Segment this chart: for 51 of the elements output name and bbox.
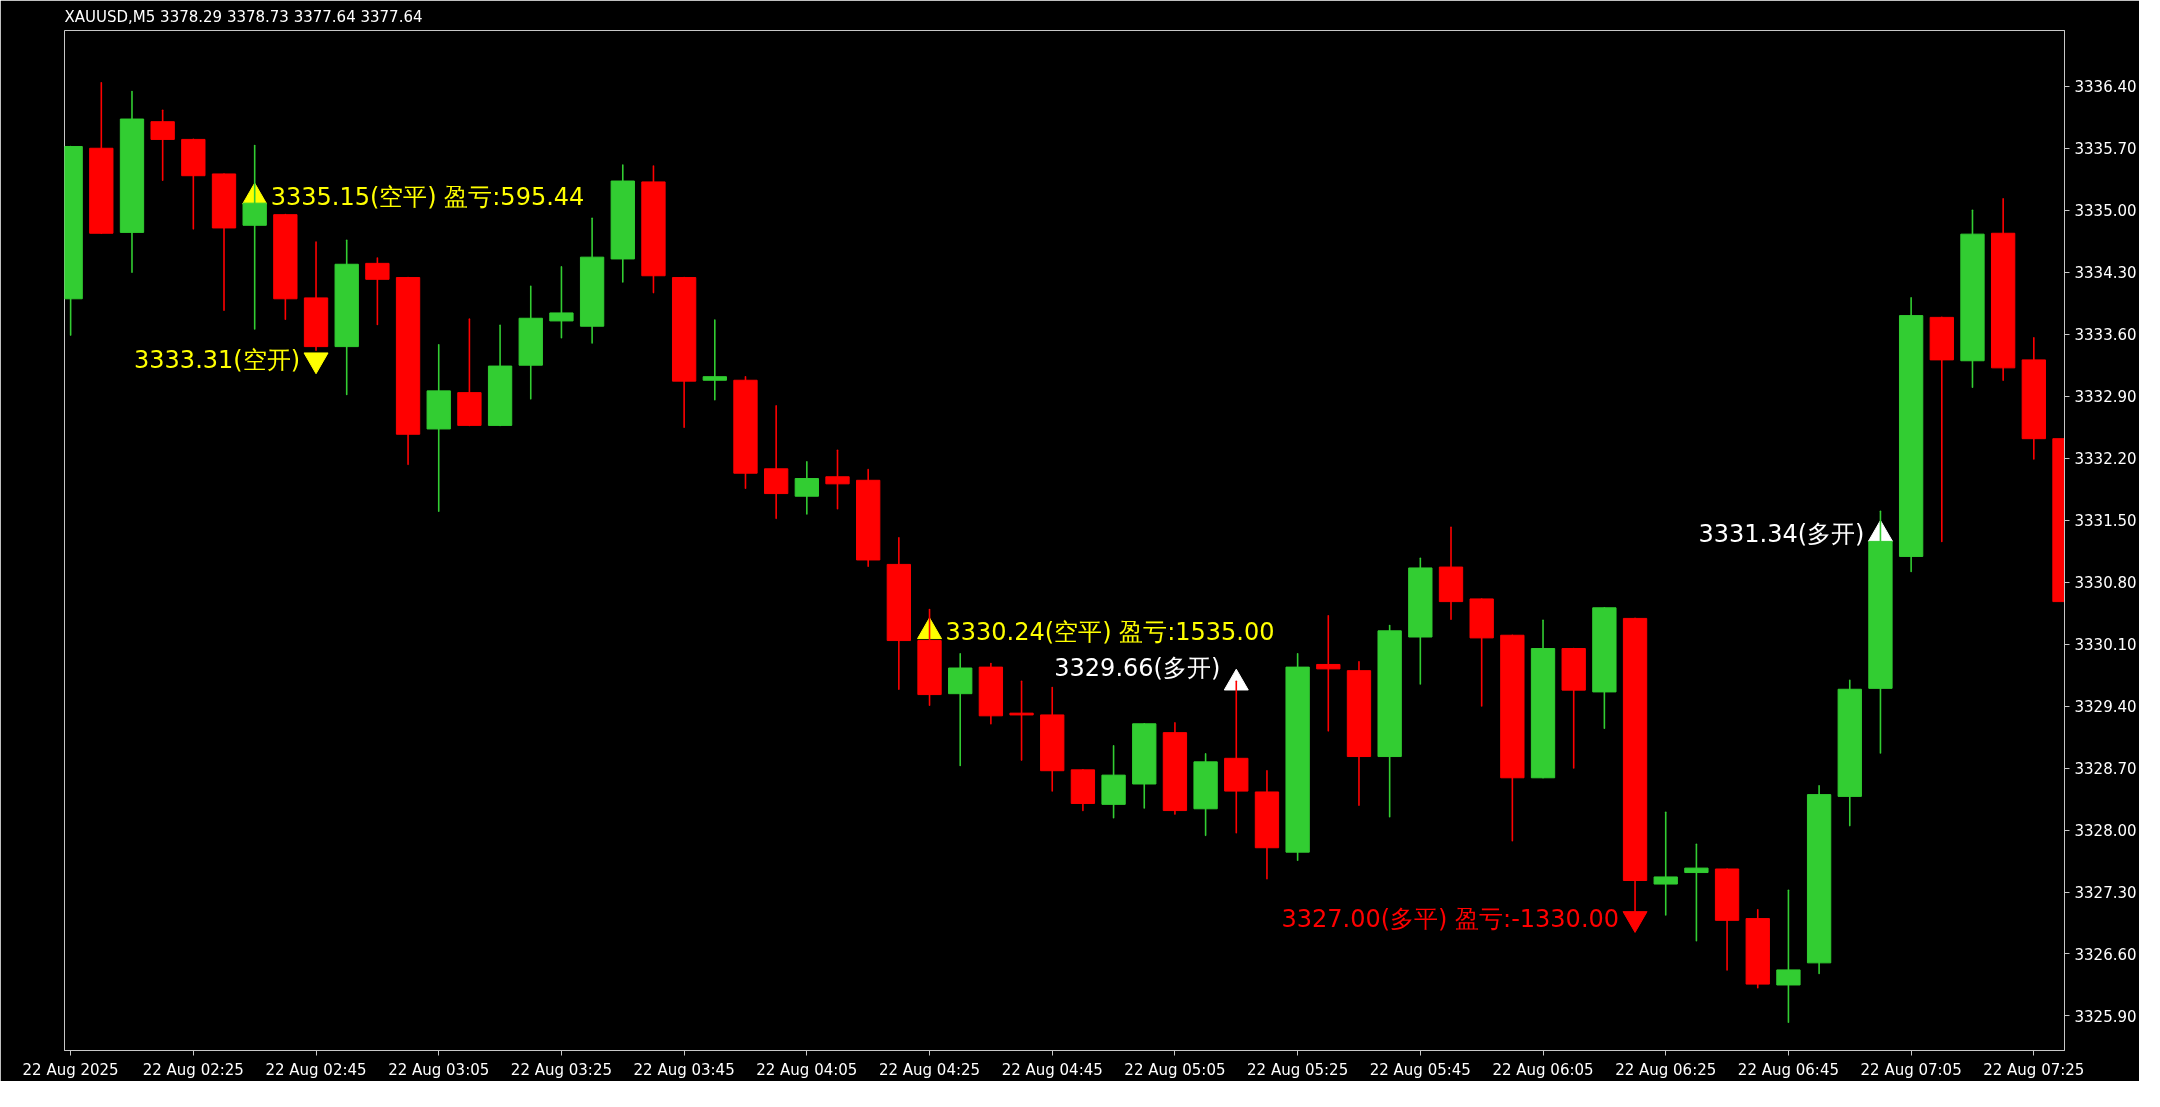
y-tick-label: 3328.00 [2074,822,2137,841]
y-tick-label: 3336.40 [2074,78,2137,97]
x-tick-label: 22 Aug 05:45 [1369,1060,1471,1079]
y-tick-label: 3335.00 [2074,202,2137,221]
x-tick-label: 22 Aug 02:25 [142,1060,244,1079]
candlestick [1684,843,1709,942]
data-label: 3331.34(多开) [1698,520,1865,549]
x-tick-label: 22 Aug 04:05 [756,1060,858,1079]
candlestick [150,109,175,181]
data-label: 3330.24(空平) 盈亏:1535.00 [945,617,1275,646]
chart-title: XAUUSD,M5 3378.29 3378.73 3377.64 3377.64 [64,7,423,26]
candlestick [1653,811,1678,916]
x-tick-label: 22 Aug 2025 [22,1060,119,1079]
candlestick [1316,614,1341,732]
y-tick-label: 3331.50 [2074,512,2137,531]
y-tick-label: 3328.70 [2074,760,2137,779]
candlestick [825,449,850,510]
data-label: 3335.15(空平) 盈亏:595.44 [270,182,585,211]
y-tick-label: 3329.40 [2074,698,2137,717]
x-tick-label: 22 Aug 03:05 [388,1060,490,1079]
candlestick [1776,889,1801,1023]
y-tick-label: 3333.60 [2074,326,2137,345]
x-tick-label: 22 Aug 07:25 [1983,1060,2085,1079]
y-tick-label: 3325.90 [2074,1007,2137,1026]
y-tick-label: 3330.10 [2074,636,2137,655]
y-tick-label: 3334.30 [2074,264,2137,283]
x-tick-label: 22 Aug 03:25 [510,1060,612,1079]
candlestick [702,319,727,401]
data-label: 3329.66(多开) [1054,654,1221,683]
data-label: 3327.00(多平) 盈亏:-1330.00 [1281,904,1620,933]
y-tick-label: 3330.80 [2074,574,2137,593]
y-tick-label: 3332.90 [2074,388,2137,407]
y-tick-label: 3326.60 [2074,945,2137,964]
x-tick-label: 22 Aug 05:25 [1247,1060,1349,1079]
candlestick [1009,680,1034,761]
y-tick-label: 3332.20 [2074,450,2137,469]
candlestick [794,460,819,515]
candlestick [365,257,390,326]
x-tick-label: 22 Aug 06:25 [1615,1060,1717,1079]
x-tick-label: 22 Aug 03:45 [633,1060,735,1079]
x-tick-label: 22 Aug 06:05 [1492,1060,1594,1079]
x-tick-label: 22 Aug 07:05 [1860,1060,1962,1079]
x-tick-label: 22 Aug 02:45 [265,1060,367,1079]
y-tick-label: 3327.30 [2074,884,2137,903]
candlestick [549,266,574,339]
x-tick-label: 22 Aug 06:45 [1737,1060,1839,1079]
y-tick-label: 3335.70 [2074,140,2137,159]
x-tick-label: 22 Aug 05:05 [1124,1060,1226,1079]
x-tick-label: 22 Aug 04:45 [1001,1060,1103,1079]
data-label: 3333.31(空开) [134,345,301,374]
x-tick-label: 22 Aug 04:25 [878,1060,981,1079]
